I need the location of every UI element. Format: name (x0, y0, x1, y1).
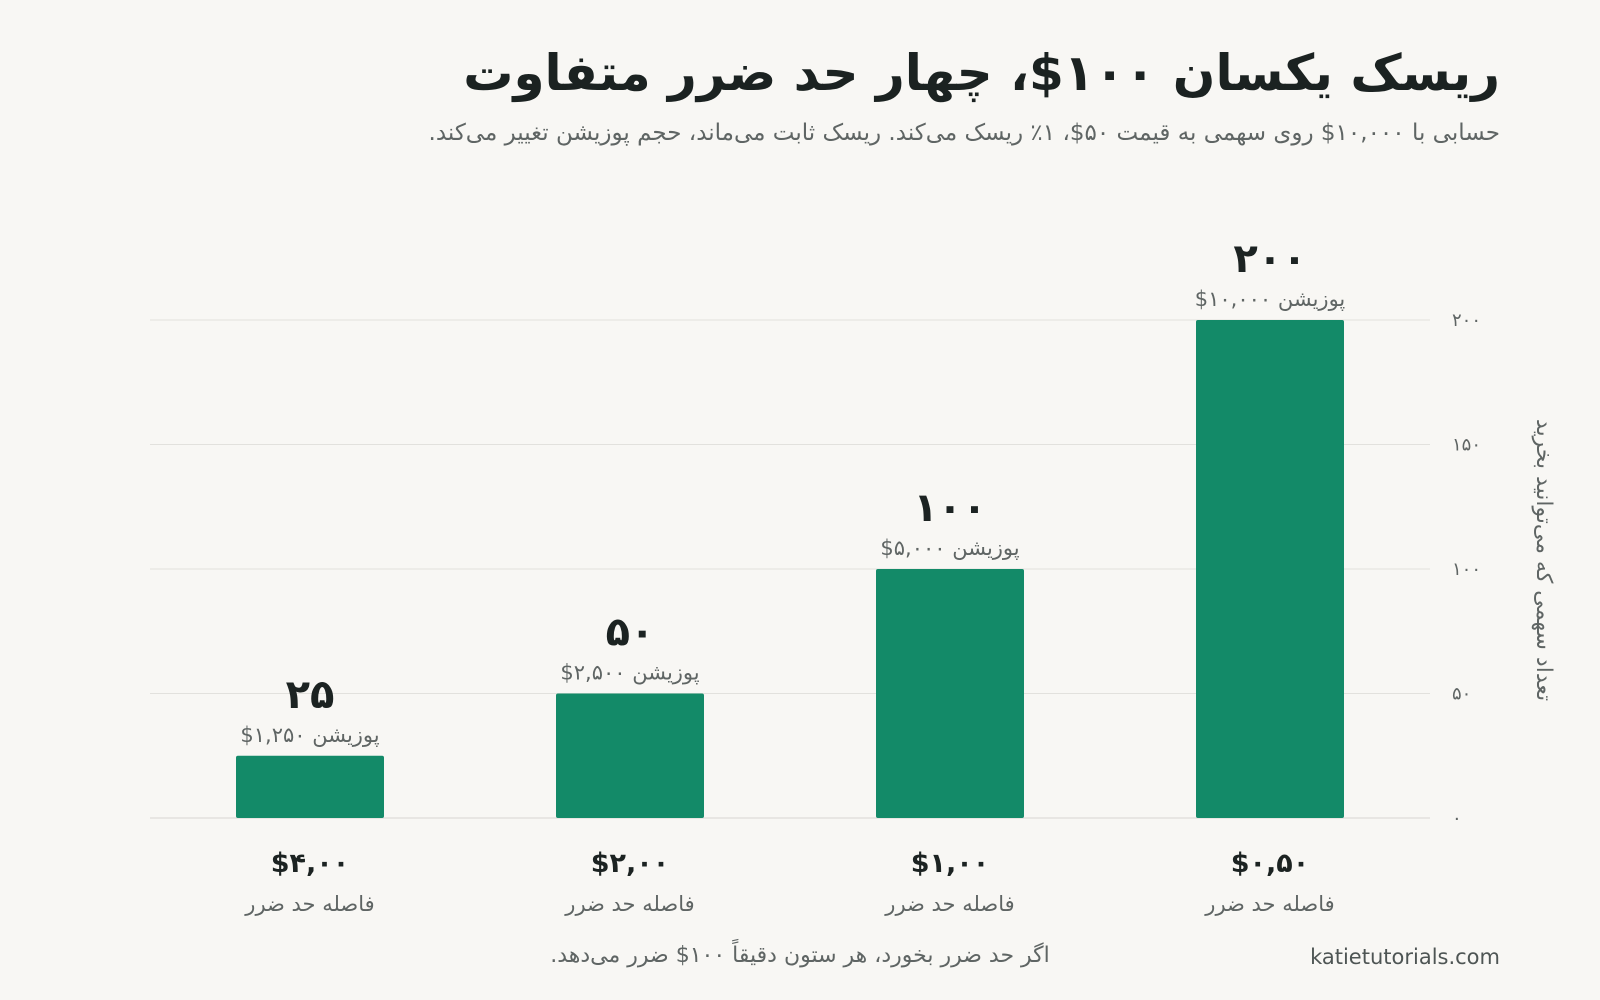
category-sublabel: فاصله حد ضرر (884, 892, 1014, 916)
y-tick-label: ۵۰ (1452, 684, 1471, 705)
position-label: پوزیشن ۱,۲۵۰$ (240, 723, 379, 747)
bars (236, 320, 1344, 818)
shares-value-label: ۲۰۰ (1233, 236, 1306, 282)
chart-title: ریسک یکسان ۱۰۰$، چهار حد ضرر متفاوت (463, 44, 1500, 102)
chart-subtitle: حسابی با ۱۰,۰۰۰$ روی سهمی به قیمت ۵۰$، ۱… (428, 120, 1500, 146)
shares-value-label: ۱۰۰ (913, 485, 986, 531)
bar (236, 755, 384, 818)
position-label: پوزیشن ۵,۰۰۰$ (880, 536, 1019, 560)
y-tick-label: ۲۰۰ (1452, 310, 1481, 331)
y-tick-label: ۱۵۰ (1452, 435, 1481, 456)
y-axis-ticks: ۰ ۵۰ ۱۰۰ ۱۵۰ ۲۰۰ (1452, 310, 1481, 829)
footnote: اگر حد ضرر بخورد، هر ستون دقیقاً ۱۰۰$ ضر… (550, 943, 1050, 968)
y-axis-label: تعداد سهمی که می‌توانید بخرید (1531, 419, 1556, 701)
y-tick-label: ۱۰۰ (1452, 559, 1481, 580)
bar-labels: پوزیشن ۱,۲۵۰$ ۲۵ پوزیشن ۲,۵۰۰$ ۵۰ پوزیشن ۵,۰… (240, 236, 1345, 747)
position-label: پوزیشن ۲,۵۰۰$ (560, 661, 699, 685)
shares-value-label: ۵۰ (606, 610, 655, 656)
category-sublabel: فاصله حد ضرر (564, 892, 694, 916)
bar (876, 569, 1024, 818)
category-sublabel: فاصله حد ضرر (244, 892, 374, 916)
source-credit: katietutorials.com (1310, 945, 1500, 969)
bar (1196, 320, 1344, 818)
stop-distance-label: $۴,۰۰ (271, 848, 349, 879)
stop-distance-label: $۲,۰۰ (591, 848, 669, 879)
bar (556, 693, 704, 818)
y-tick-label: ۰ (1452, 808, 1462, 829)
stop-distance-label: $۰,۵۰ (1231, 848, 1309, 879)
category-labels: $۴,۰۰ فاصله حد ضرر $۲,۰۰ فاصله حد ضرر $۱,۰۰ ف… (244, 848, 1334, 916)
position-label: پوزیشن ۱۰,۰۰۰$ (1195, 287, 1346, 311)
stop-distance-label: $۱,۰۰ (911, 848, 989, 879)
shares-value-label: ۲۵ (286, 672, 335, 718)
category-sublabel: فاصله حد ضرر (1204, 892, 1334, 916)
